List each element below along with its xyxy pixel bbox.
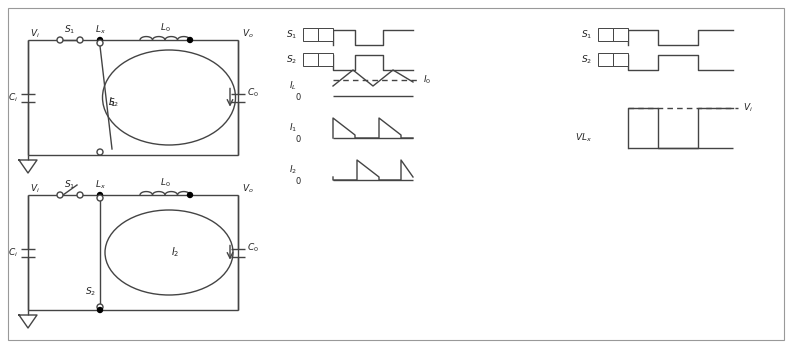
Bar bbox=[318, 28, 333, 41]
Text: $I_L$: $I_L$ bbox=[289, 80, 297, 92]
Text: $V_i$: $V_i$ bbox=[30, 28, 40, 40]
Text: $L_x$: $L_x$ bbox=[94, 24, 105, 36]
Text: ON: ON bbox=[320, 55, 331, 64]
Circle shape bbox=[97, 40, 103, 46]
Text: $V_o$: $V_o$ bbox=[242, 28, 253, 40]
Circle shape bbox=[97, 195, 103, 201]
Text: $S_1$: $S_1$ bbox=[286, 28, 297, 41]
Circle shape bbox=[57, 37, 63, 43]
Circle shape bbox=[97, 149, 103, 155]
Text: $I_0$: $I_0$ bbox=[423, 74, 432, 86]
Bar bbox=[613, 28, 628, 41]
Bar bbox=[303, 53, 318, 66]
Circle shape bbox=[77, 37, 83, 43]
Text: OFF: OFF bbox=[598, 55, 613, 64]
Bar bbox=[598, 28, 613, 41]
Text: ON: ON bbox=[615, 55, 626, 64]
Text: $S_2$: $S_2$ bbox=[286, 53, 297, 66]
Text: OFF: OFF bbox=[318, 30, 333, 39]
Text: $S_2$: $S_2$ bbox=[581, 53, 592, 66]
Circle shape bbox=[77, 192, 83, 198]
Circle shape bbox=[97, 38, 102, 42]
Bar bbox=[613, 53, 628, 66]
Text: $I_1$: $I_1$ bbox=[108, 96, 116, 109]
Text: ON: ON bbox=[305, 30, 316, 39]
Bar bbox=[303, 28, 318, 41]
Circle shape bbox=[97, 304, 103, 310]
Circle shape bbox=[97, 308, 102, 313]
Text: $C_0$: $C_0$ bbox=[247, 241, 259, 254]
Text: $I_1$: $I_1$ bbox=[289, 122, 297, 134]
Text: $C_i$: $C_i$ bbox=[8, 91, 18, 104]
Text: $C_i$: $C_i$ bbox=[8, 246, 18, 259]
Text: 0: 0 bbox=[295, 177, 301, 187]
Circle shape bbox=[97, 192, 102, 198]
Text: $C_0$: $C_0$ bbox=[247, 86, 259, 99]
Bar bbox=[598, 53, 613, 66]
Circle shape bbox=[188, 192, 192, 198]
Text: $I_2$: $I_2$ bbox=[289, 164, 297, 176]
Circle shape bbox=[57, 192, 63, 198]
Text: $S_2$: $S_2$ bbox=[109, 96, 120, 109]
Text: $S_1$: $S_1$ bbox=[64, 24, 75, 36]
Circle shape bbox=[188, 38, 192, 42]
Text: OFF: OFF bbox=[613, 30, 628, 39]
Text: $I_2$: $I_2$ bbox=[171, 246, 179, 259]
Text: 0: 0 bbox=[295, 135, 301, 144]
Text: OFF: OFF bbox=[303, 55, 318, 64]
Text: $L_0$: $L_0$ bbox=[160, 22, 170, 34]
Text: $S_1$: $S_1$ bbox=[64, 179, 75, 191]
Text: $L_0$: $L_0$ bbox=[160, 177, 170, 189]
Text: ON: ON bbox=[600, 30, 611, 39]
Text: $S_2$: $S_2$ bbox=[85, 286, 96, 298]
Text: $V_o$: $V_o$ bbox=[242, 183, 253, 195]
Text: $V_i$: $V_i$ bbox=[743, 102, 753, 114]
Text: $S_1$: $S_1$ bbox=[581, 28, 592, 41]
Text: $L_x$: $L_x$ bbox=[94, 179, 105, 191]
Text: 0: 0 bbox=[295, 94, 301, 103]
Text: $VL_x$: $VL_x$ bbox=[575, 132, 592, 144]
Text: $V_i$: $V_i$ bbox=[30, 183, 40, 195]
Bar bbox=[318, 53, 333, 66]
